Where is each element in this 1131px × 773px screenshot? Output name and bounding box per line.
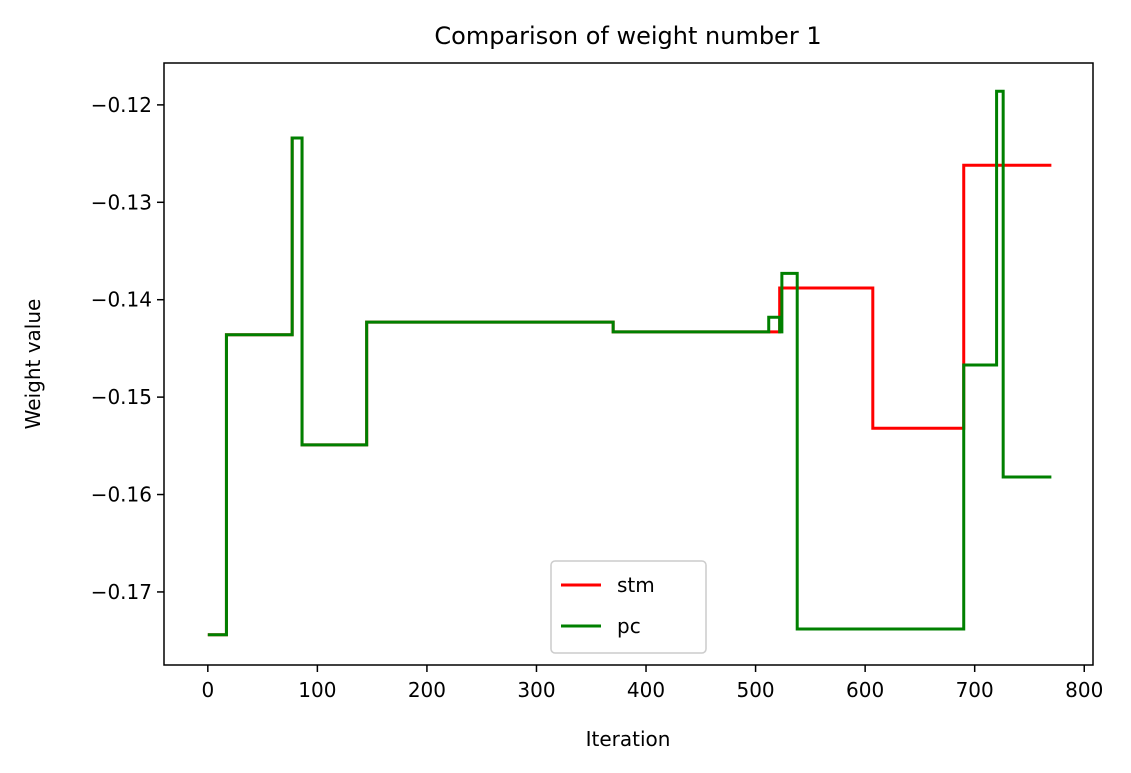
legend: stm pc — [550, 560, 707, 654]
x-axis: 0 100 200 300 400 500 600 700 800 — [201, 665, 1103, 702]
x-tick-label: 400 — [627, 678, 665, 702]
series-line-pc — [207, 89, 1052, 637]
x-axis-label: Iteration — [586, 727, 671, 751]
y-tick-label: −0.12 — [91, 93, 152, 117]
y-tick-label: −0.14 — [91, 288, 152, 312]
y-tick-label: −0.17 — [91, 580, 152, 604]
plot-area — [163, 62, 1094, 666]
y-tick-label: −0.13 — [91, 190, 152, 214]
x-tick-label: 500 — [736, 678, 774, 702]
x-tick-label: 600 — [846, 678, 884, 702]
x-tick-label: 100 — [298, 678, 336, 702]
x-tick-label: 800 — [1065, 678, 1103, 702]
legend-label-stm: stm — [617, 573, 655, 597]
x-tick-label: 200 — [408, 678, 446, 702]
x-tick-label: 0 — [201, 678, 214, 702]
y-tick-label: −0.15 — [91, 385, 152, 409]
x-tick-label: 700 — [956, 678, 994, 702]
y-axis: −0.17 −0.16 −0.15 −0.14 −0.13 −0.12 — [91, 93, 164, 604]
y-axis-label: Weight value — [21, 299, 45, 430]
chart-title: Comparison of weight number 1 — [434, 22, 821, 50]
y-tick-label: −0.16 — [91, 483, 152, 507]
legend-label-pc: pc — [617, 614, 641, 638]
plot-frame — [163, 62, 1094, 666]
x-tick-label: 300 — [517, 678, 555, 702]
